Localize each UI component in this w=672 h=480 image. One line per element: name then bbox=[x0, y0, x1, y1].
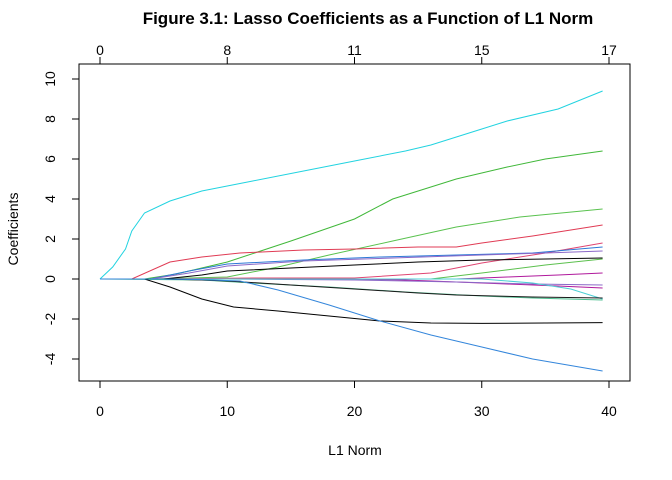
series-line-4 bbox=[100, 224, 603, 280]
series-line-8 bbox=[100, 257, 603, 280]
left-tick-label: -2 bbox=[42, 313, 58, 326]
series-line-6 bbox=[100, 246, 603, 280]
left-tick-label: 6 bbox=[42, 155, 58, 163]
series-line-7 bbox=[100, 250, 603, 280]
left-tick-label: 2 bbox=[42, 235, 58, 243]
bottom-tick-label: 0 bbox=[96, 403, 104, 419]
bottom-tick-label: 10 bbox=[219, 403, 235, 419]
series-layer bbox=[99, 90, 603, 372]
left-tick-label: 10 bbox=[42, 71, 58, 87]
left-axis: -4 -2 0 2 4 6 8 10 bbox=[42, 71, 80, 366]
y-axis-label: Coefficients bbox=[5, 193, 21, 266]
left-tick-label: -4 bbox=[42, 353, 58, 366]
series-line-16 bbox=[100, 278, 603, 324]
series-line-3 bbox=[100, 208, 603, 280]
top-tick-label: 8 bbox=[223, 42, 231, 58]
x-axis-label: L1 Norm bbox=[328, 442, 382, 458]
top-tick-label: 0 bbox=[96, 42, 104, 58]
top-tick-label: 11 bbox=[347, 42, 362, 58]
top-tick-label: 17 bbox=[601, 42, 617, 58]
bottom-tick-label: 30 bbox=[474, 403, 490, 419]
bottom-tick-label: 20 bbox=[347, 403, 363, 419]
bottom-axis: 0 10 20 30 40 bbox=[96, 380, 617, 419]
bottom-tick-label: 40 bbox=[601, 403, 617, 419]
series-line-1 bbox=[99, 90, 603, 280]
chart-title: Figure 3.1: Lasso Coefficients as a Func… bbox=[143, 9, 594, 28]
left-tick-label: 4 bbox=[42, 195, 58, 203]
series-line-13 bbox=[100, 278, 603, 300]
top-axis: 0 8 11 15 17 bbox=[96, 42, 617, 65]
top-tick-label: 15 bbox=[474, 42, 490, 58]
left-tick-label: 8 bbox=[42, 115, 58, 123]
left-tick-label: 0 bbox=[42, 275, 58, 283]
series-line-17 bbox=[100, 278, 603, 372]
